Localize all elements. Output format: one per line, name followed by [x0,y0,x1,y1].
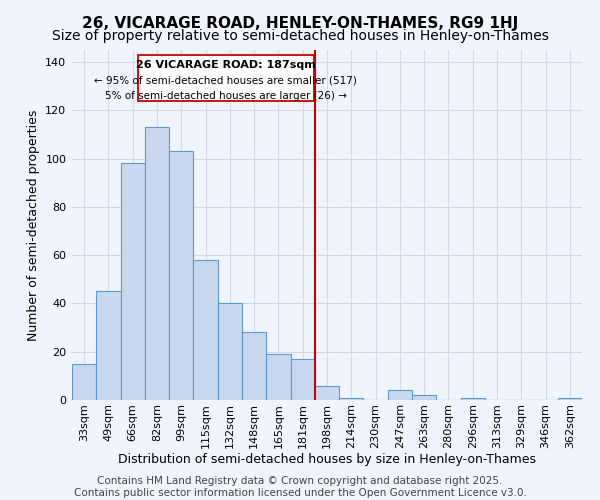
Text: Contains HM Land Registry data © Crown copyright and database right 2025.
Contai: Contains HM Land Registry data © Crown c… [74,476,526,498]
Bar [218,304,242,400]
Text: 26 VICARAGE ROAD: 187sqm: 26 VICARAGE ROAD: 187sqm [136,60,316,70]
Text: 5% of semi-detached houses are larger (26) →: 5% of semi-detached houses are larger (2… [104,91,347,101]
Bar [193,260,218,400]
Bar [145,127,169,400]
Bar [412,395,436,400]
X-axis label: Distribution of semi-detached houses by size in Henley-on-Thames: Distribution of semi-detached houses by … [118,454,536,466]
Bar [121,164,145,400]
Bar [96,292,121,400]
Y-axis label: Number of semi-detached properties: Number of semi-detached properties [27,110,40,340]
Bar [461,398,485,400]
FancyBboxPatch shape [137,55,314,100]
Bar [339,398,364,400]
Bar [242,332,266,400]
Text: 26, VICARAGE ROAD, HENLEY-ON-THAMES, RG9 1HJ: 26, VICARAGE ROAD, HENLEY-ON-THAMES, RG9… [82,16,518,31]
Bar [169,152,193,400]
Bar [290,359,315,400]
Text: Size of property relative to semi-detached houses in Henley-on-Thames: Size of property relative to semi-detach… [52,29,548,43]
Text: ← 95% of semi-detached houses are smaller (517): ← 95% of semi-detached houses are smalle… [94,76,357,86]
Bar [558,398,582,400]
Bar [388,390,412,400]
Bar [315,386,339,400]
Bar [72,364,96,400]
Bar [266,354,290,400]
